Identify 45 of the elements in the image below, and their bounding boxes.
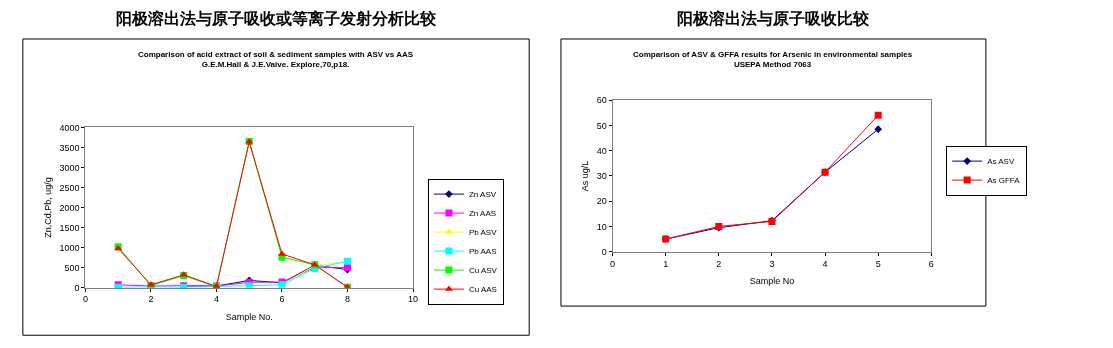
x-axis-title: Sample No xyxy=(749,276,795,287)
x-tick-label: 0 xyxy=(82,294,88,305)
x-tick-label: 10 xyxy=(408,294,419,305)
legend-label: Pb ASV xyxy=(468,228,498,238)
y-tick-label: 60 xyxy=(596,95,607,106)
y-tick-label: 0 xyxy=(601,246,607,257)
x-tick-label: 0 xyxy=(610,258,616,269)
legend-label: As ASV xyxy=(987,157,1015,167)
legend-label: As GFFA xyxy=(987,176,1021,186)
legend-label: Cu ASV xyxy=(468,266,498,276)
y-tick-label: 30 xyxy=(596,171,607,182)
y-tick-label: 1000 xyxy=(59,242,80,253)
y-tick-label: 3500 xyxy=(59,142,80,153)
chart-title: 阳极溶出法与原子吸收或等离子发射分析比较 xyxy=(116,9,437,27)
y-tick-label: 2500 xyxy=(59,182,80,193)
y-tick-label: 2000 xyxy=(59,202,80,213)
y-tick-label: 50 xyxy=(596,120,607,131)
x-tick-label: 3 xyxy=(769,258,775,269)
x-tick-label: 5 xyxy=(875,258,881,269)
x-tick-label: 1 xyxy=(663,258,669,269)
x-tick-label: 6 xyxy=(279,294,285,305)
x-tick-label: 6 xyxy=(928,258,934,269)
y-axis-title: As ug/L xyxy=(580,160,591,192)
chart-subtitle: Comparison of ASV & GFFA results for Arsenic in environmental samples USEPA Method 7063 xyxy=(633,50,913,70)
y-tick-label: 4000 xyxy=(59,122,80,133)
legend-label: Cu AAS xyxy=(468,285,497,295)
y-tick-label: 20 xyxy=(596,196,607,207)
legend-label: Pb AAS xyxy=(468,247,497,257)
legend-label: Zn AAS xyxy=(468,209,497,219)
y-tick-label: 500 xyxy=(64,262,80,273)
x-tick-label: 8 xyxy=(345,294,351,305)
x-axis-title: Sample No. xyxy=(225,312,273,323)
y-tick-label: 3000 xyxy=(59,162,80,173)
chart-title: 阳极溶出法与原子吸收比较 xyxy=(677,9,870,27)
y-tick-label: 40 xyxy=(596,145,607,156)
x-tick-label: 4 xyxy=(822,258,828,269)
legend-label: Zn ASV xyxy=(468,190,497,200)
y-tick-label: 0 xyxy=(74,282,80,293)
y-tick-label: 1500 xyxy=(59,222,80,233)
x-tick-label: 4 xyxy=(213,294,219,305)
y-tick-label: 10 xyxy=(596,221,607,232)
x-tick-label: 2 xyxy=(148,294,154,305)
chart-subtitle: Comparison of acid extract of soil & sediment samples with ASV vs AAS G.E.M.Hall & J.E.Vaive. Explore,70,p18. xyxy=(138,50,414,70)
y-axis-title: Zn,Cd,Pb, ug/g xyxy=(42,177,53,238)
x-tick-label: 2 xyxy=(716,258,722,269)
